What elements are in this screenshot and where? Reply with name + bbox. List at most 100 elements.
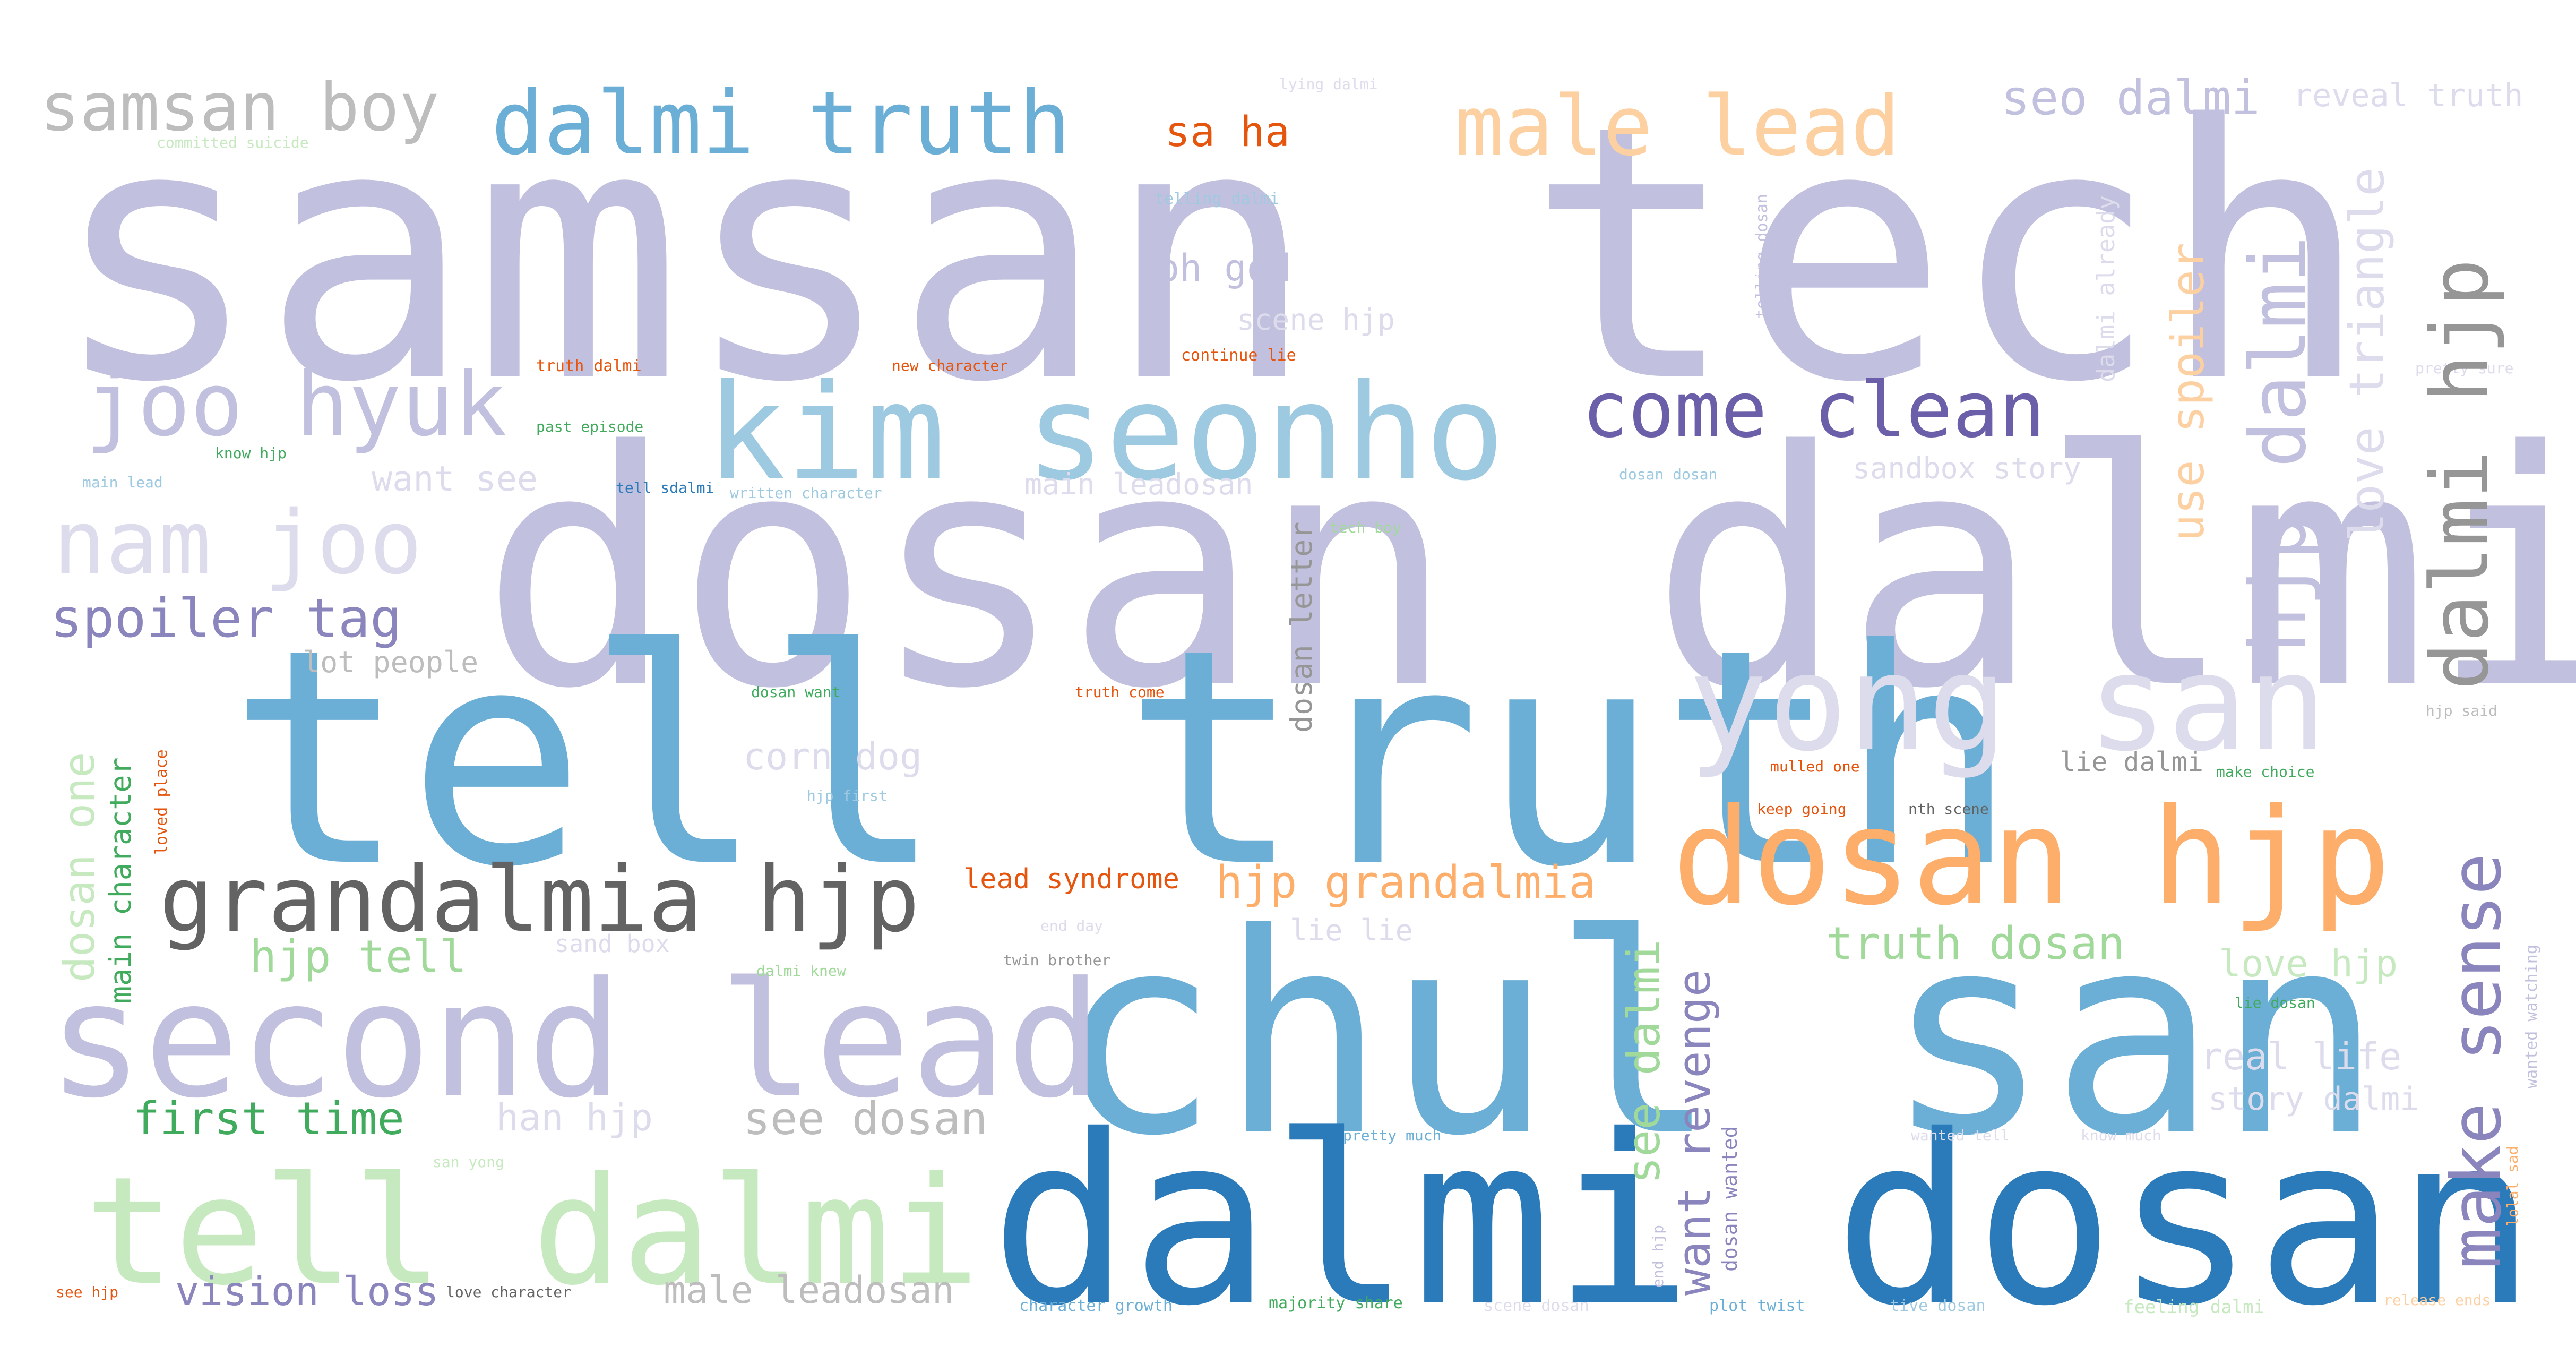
word-make-sense: make sense (2436, 853, 2517, 1269)
word-oh-god: oh god (1157, 246, 1291, 290)
word-sa-ha: sa ha (1165, 108, 1290, 156)
word-chul-san: chul san (1054, 874, 2383, 1196)
word-nth-scene: nth scene (1908, 800, 1989, 818)
word-twin-brother: twin brother (1003, 951, 1111, 969)
word-telling-dalmi: telling dalmi (1155, 190, 1279, 208)
word-samsan-tech: samsan tech (50, 50, 2371, 459)
word-vision-loss: vision loss (175, 1268, 439, 1315)
word-second-lead: second lead (48, 948, 1102, 1133)
word-love-hjp: love hjp (2219, 942, 2398, 985)
word-past-episode: past episode (536, 418, 644, 435)
word-hjp-grandalmia: hjp grandalmia (1216, 856, 1596, 909)
word-nam-joo: nam joo (53, 492, 423, 594)
word-dalmi-truth: dalmi truth (491, 72, 1071, 174)
word-scene-hjp: scene hjp (1237, 303, 1395, 337)
word-lie-dalmi: lie dalmi (2060, 747, 2203, 777)
word-wanted-tell: wanted tell (1911, 1127, 2010, 1144)
word-dosan-wanted: dosan wanted (1718, 1126, 1742, 1272)
word-lead-syndrome: lead syndrome (963, 863, 1179, 895)
word-continue-lie: continue lie (1181, 346, 1296, 365)
word-truth-dalmi: truth dalmi (536, 357, 642, 375)
word-tell-dalmi: tell dalmi (85, 1145, 980, 1318)
word-han-hjp: han hjp (496, 1096, 653, 1139)
word-lot-people: lot people (303, 645, 479, 679)
word-see-dosan: see dosan (743, 1093, 988, 1145)
word-dalmi-knew: dalmi knew (756, 962, 846, 980)
word-new-character: new character (892, 357, 1009, 374)
word-joo-hyuk: joo hyuk (85, 354, 507, 456)
word-dalmi-hjp: dalmi hjp (2414, 259, 2506, 690)
word-real-life: real life (2200, 1035, 2402, 1078)
word-see-dalmi: see dalmi (1618, 939, 1670, 1184)
word-tech-boy: tech boy (1330, 519, 1401, 536)
word-yong-san: yong san (1688, 626, 2328, 781)
word-dalmi-already: dalmi already (2092, 195, 2120, 382)
word-san-yong: san yong (433, 1153, 504, 1171)
word-telling-dosan: telling dosan (1753, 194, 1771, 319)
word-scene-dosan: scene dosan (1484, 1297, 1589, 1315)
word-sandbox-story: sandbox story (1853, 451, 2081, 485)
word-truth-come: truth come (1075, 683, 1165, 701)
word-hjp-tell: hjp tell (249, 931, 467, 983)
word-hjp-dalmi: hjp dalmi (2234, 236, 2323, 653)
word-love-triangle: love triangle (2339, 167, 2395, 542)
word-committed-suicide: committed suicide (157, 134, 309, 151)
word-love-character: love character (446, 1283, 572, 1301)
word-end-hjp: end hjp (1649, 1224, 1667, 1288)
word-majority-share: majority share (1269, 1294, 1403, 1313)
word-dosan-one: dosan one (55, 752, 104, 982)
word-lie-lie: lie lie (1290, 913, 1413, 947)
word-make-choice: make choice (2216, 763, 2315, 781)
word-tell-sdalmi: tell sdalmi (616, 479, 714, 496)
word-mulled-one: mulled one (1770, 758, 1860, 775)
word-know-much: know much (2081, 1127, 2161, 1144)
word-want-see: want see (372, 459, 538, 499)
word-lie-dosan: lie dosan (2235, 994, 2315, 1011)
word-want-revenge: want revenge (1668, 969, 1721, 1296)
word-main-lead: main lead (82, 474, 163, 491)
word-loved-place: loved place (152, 749, 171, 855)
word-pretty-sure: pretty sure (2415, 359, 2514, 377)
word-dosan-hjp: dosan hjp (1672, 780, 2391, 934)
word-dosan-letter: dosan letter (1285, 521, 1319, 733)
word-come-clean: come clean (1582, 365, 2045, 455)
word-male-leadosan: male leadosan (664, 1268, 954, 1312)
word-reveal-truth: reveal truth (2293, 77, 2523, 114)
word-release-ends: release ends (2383, 1291, 2491, 1309)
word-character-growth: character growth (1019, 1297, 1173, 1315)
word-keep-going: keep going (1757, 800, 1847, 818)
word-dosan-dosan: dosan dosan (1619, 466, 1718, 483)
word-tive-dosan: tive dosan (1890, 1297, 1986, 1315)
word-truth-dosan: truth dosan (1826, 917, 2125, 970)
word-plot-twist: plot twist (1709, 1297, 1805, 1315)
word-feeling-dalmi: feeling dalmi (2123, 1297, 2265, 1318)
word-samsan-boy: samsan boy (40, 69, 440, 146)
word-pretty-much: pretty much (1343, 1127, 1442, 1144)
word-lying-dalmi: lying dalmi (1279, 75, 1378, 93)
word-know-hjp: know hjp (215, 444, 287, 462)
word-dalmi-dosan: dalmi dosan (990, 1085, 2537, 1355)
word-written-character: written character (730, 484, 882, 502)
word-end-day: end day (1040, 917, 1104, 934)
word-see-hjp: see hjp (56, 1283, 119, 1301)
word-seo-dalmi: seo dalmi (2001, 70, 2260, 126)
word-hjp-said: hjp said (2426, 702, 2497, 719)
word-male-lead: male lead (1454, 78, 1900, 174)
word-grandalmia-hjp: grandalmia hjp (159, 847, 920, 953)
word-dosan-want: dosan want (751, 683, 841, 701)
word-wanted-watching: wanted watching (2522, 945, 2541, 1088)
word-hjp-first: hjp first (807, 787, 888, 804)
word-main-leadosan: main leadosan (1024, 467, 1253, 501)
word-spoiler-tag: spoiler tag (50, 587, 402, 649)
word-kim-seonho: kim seonho (706, 355, 1505, 510)
word-main-character: main character (104, 757, 137, 1004)
word-sand-box: sand box (555, 930, 670, 958)
word-story-dalmi: story dalmi (2208, 1080, 2419, 1118)
word-dosan-dalmi: dosan dalmi (480, 382, 2576, 759)
word-lolal-sad: lolal sad (2504, 1146, 2521, 1227)
word-corn-dog: corn dog (743, 735, 923, 778)
word-use-spoiler: use spoiler (2162, 243, 2215, 542)
word-first-time: first time (133, 1093, 404, 1145)
word-tell-truth: tell truth (228, 586, 2018, 932)
